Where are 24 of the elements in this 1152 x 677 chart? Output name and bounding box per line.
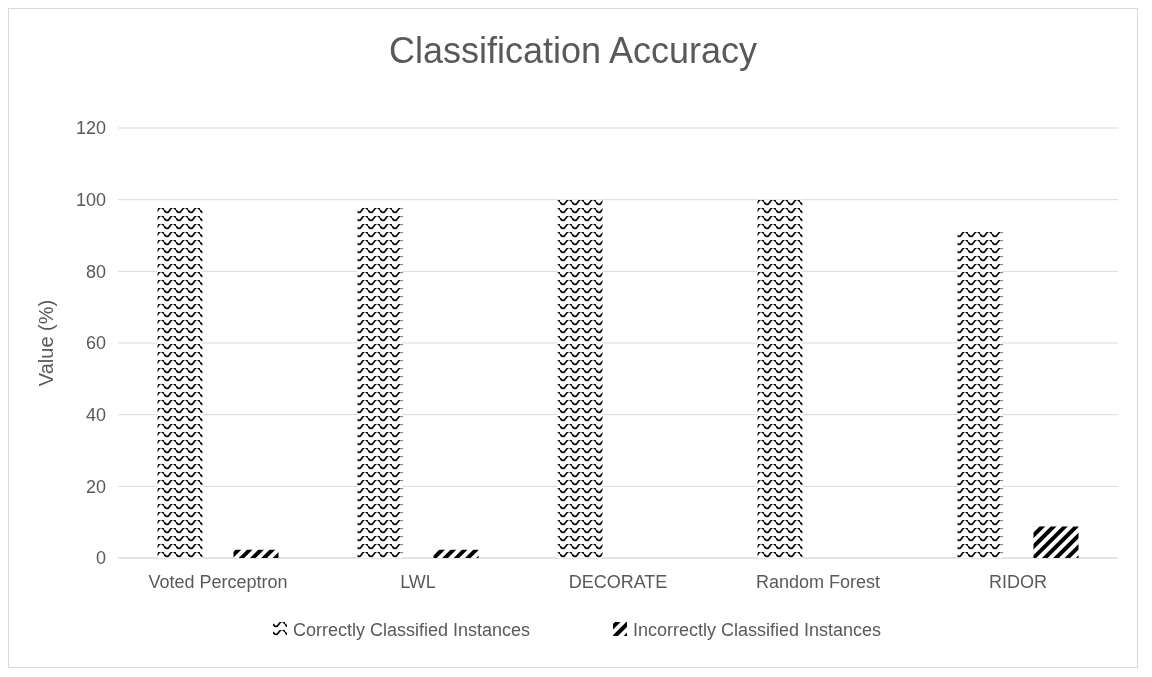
legend-label: Incorrectly Classified Instances (633, 620, 882, 641)
x-tick-label: LWL (400, 572, 436, 592)
x-tick-label: Voted Perceptron (148, 572, 288, 592)
legend-label: Correctly Classified Instances (293, 620, 531, 641)
bar (357, 207, 403, 558)
x-tick-label: RIDOR (989, 572, 1047, 592)
y-tick-label: 80 (85, 261, 106, 282)
y-tick-label: 40 (85, 404, 106, 425)
bar (1033, 526, 1079, 558)
bar (557, 199, 603, 558)
bar (157, 207, 203, 558)
y-tick-label: 20 (85, 476, 106, 497)
bar (757, 199, 803, 558)
x-tick-label: DECORATE (568, 572, 668, 592)
y-tick-label: 0 (95, 548, 106, 569)
bar (433, 549, 479, 558)
bar (957, 231, 1003, 558)
bar (233, 549, 279, 558)
y-tick-label: 120 (75, 118, 106, 139)
x-tick-label: Random Forest (755, 572, 881, 592)
y-tick-label: 100 (75, 189, 106, 210)
y-axis-title: Value (%) (35, 299, 57, 387)
chart-title: Classification Accuracy (388, 30, 758, 71)
y-tick-label: 60 (85, 333, 106, 354)
